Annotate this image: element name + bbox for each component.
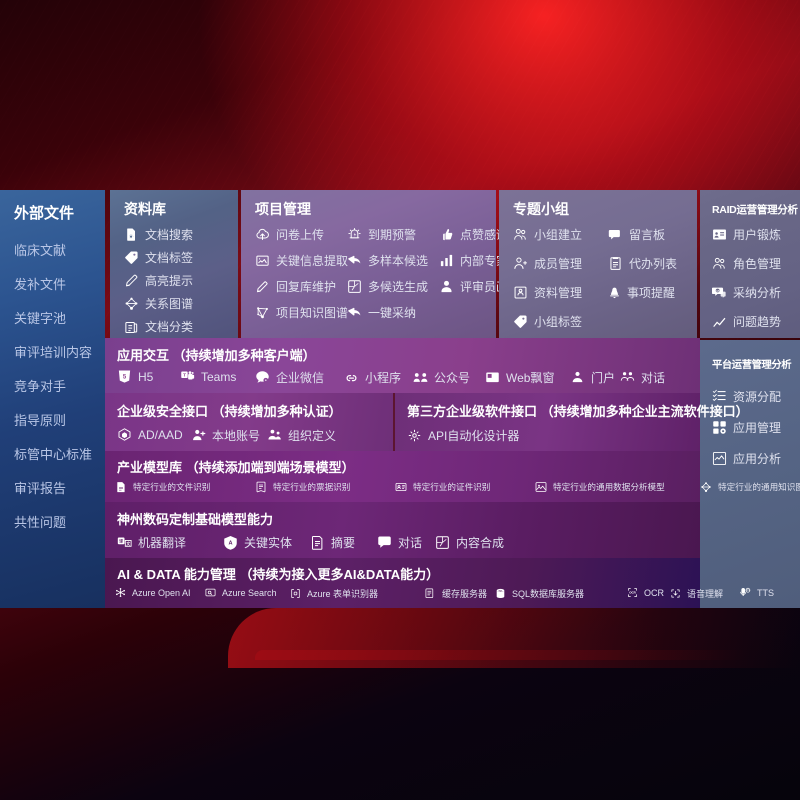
svg-text:OCR: OCR	[629, 591, 636, 595]
svg-text:T: T	[183, 373, 186, 378]
svg-text:BBS: BBS	[610, 231, 618, 235]
svg-text:TTS: TTS	[746, 590, 751, 592]
svg-text:QA: QA	[716, 289, 720, 292]
svg-text:A: A	[228, 541, 232, 547]
svg-text:文: 文	[125, 541, 130, 546]
svg-text:译: 译	[119, 539, 123, 544]
